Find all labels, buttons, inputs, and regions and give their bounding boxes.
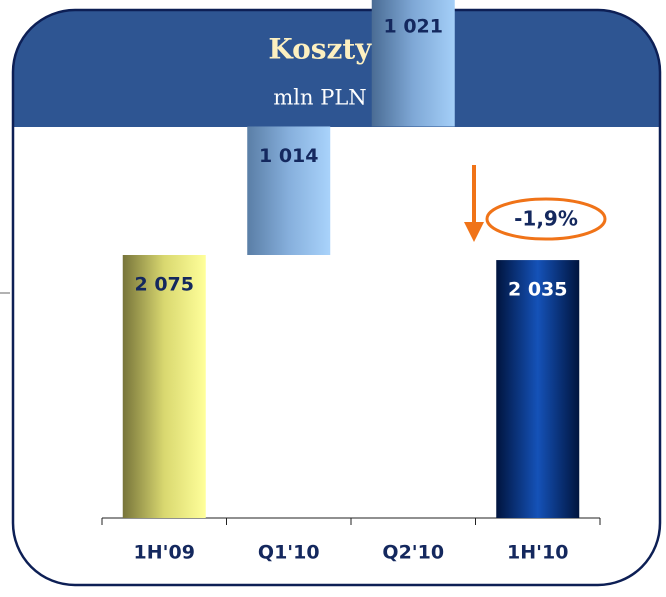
x-tick-label: 1H'09 bbox=[134, 542, 195, 564]
annotation-ellipse bbox=[485, 197, 607, 241]
value-label: 2 075 bbox=[135, 274, 195, 296]
x-tick-label: Q1'10 bbox=[258, 542, 320, 564]
x-tick-label: Q2'10 bbox=[382, 542, 444, 564]
header bbox=[13, 10, 660, 127]
x-tick-label: 1H'10 bbox=[507, 542, 568, 564]
value-label: 1 021 bbox=[384, 16, 444, 38]
annotation: -1,9% bbox=[514, 207, 578, 231]
bar bbox=[122, 255, 206, 518]
bar bbox=[496, 260, 580, 518]
arrow-head bbox=[464, 222, 484, 242]
chart-subtitle: mln PLN bbox=[273, 86, 366, 110]
value-label: 1 014 bbox=[259, 145, 319, 167]
chart-title: Koszty bbox=[268, 33, 372, 66]
value-label: 2 035 bbox=[508, 279, 568, 301]
bar bbox=[371, 0, 455, 127]
bar bbox=[247, 126, 331, 256]
panel-border bbox=[11, 8, 662, 587]
